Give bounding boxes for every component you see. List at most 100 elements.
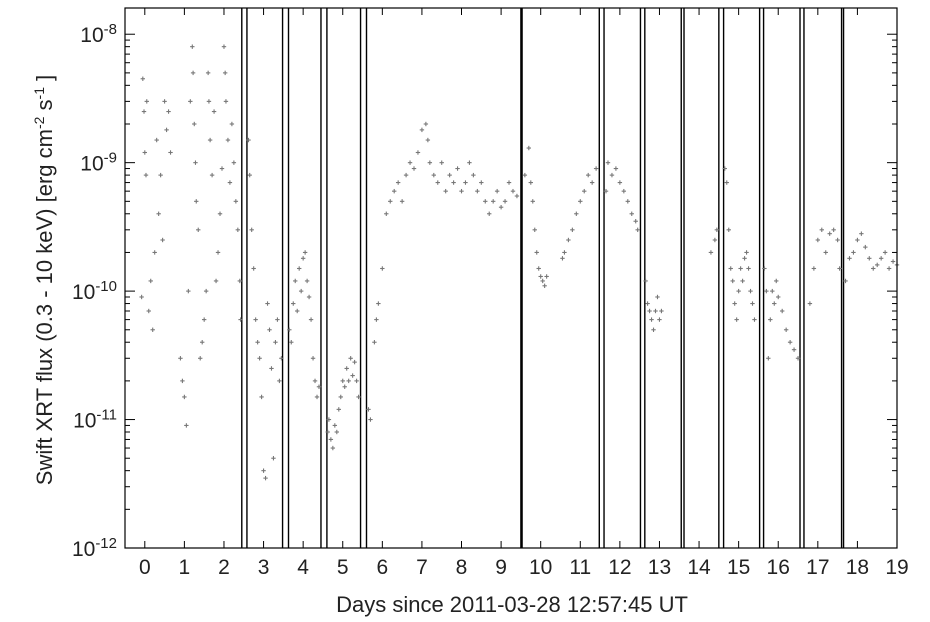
data-point bbox=[342, 384, 347, 389]
data-point bbox=[490, 199, 496, 204]
data-point bbox=[479, 180, 484, 185]
data-point bbox=[275, 317, 280, 322]
data-point bbox=[589, 180, 595, 185]
y-axis-label: Swift XRT flux (0.3 - 10 keV) [erg cm-2 … bbox=[31, 75, 57, 485]
data-point bbox=[289, 340, 294, 345]
data-point bbox=[886, 266, 892, 271]
data-point bbox=[384, 211, 389, 216]
data-point bbox=[180, 378, 185, 384]
data-point bbox=[574, 211, 579, 216]
data-point bbox=[344, 366, 349, 371]
data-point bbox=[633, 219, 638, 224]
data-point bbox=[613, 166, 619, 171]
data-point bbox=[843, 278, 848, 284]
data-point bbox=[451, 180, 456, 185]
data-point bbox=[605, 160, 611, 165]
data-point bbox=[878, 256, 884, 261]
data-point bbox=[188, 99, 193, 104]
data-point bbox=[419, 127, 425, 133]
data-point bbox=[201, 317, 207, 322]
data-point bbox=[267, 327, 272, 332]
x-tick-label: 6 bbox=[376, 556, 388, 579]
data-point bbox=[164, 127, 169, 133]
data-point bbox=[560, 256, 565, 261]
y-tick-exponent: -12 bbox=[95, 535, 117, 552]
data-point bbox=[152, 250, 157, 255]
data-point bbox=[728, 266, 733, 271]
data-point bbox=[882, 250, 888, 255]
data-point bbox=[186, 288, 191, 294]
data-point bbox=[184, 423, 189, 428]
data-point bbox=[544, 274, 549, 279]
y-axis-label-exp1: -2 bbox=[31, 116, 47, 129]
data-point bbox=[148, 278, 153, 284]
data-point bbox=[231, 160, 237, 165]
data-point bbox=[655, 294, 660, 300]
data-point bbox=[787, 340, 793, 345]
data-point bbox=[308, 317, 314, 322]
data-point bbox=[223, 99, 229, 104]
data-point bbox=[265, 301, 270, 306]
data-point bbox=[225, 137, 231, 143]
data-point bbox=[380, 266, 385, 271]
data-point bbox=[455, 166, 460, 171]
data-point bbox=[215, 250, 221, 255]
data-point bbox=[356, 394, 361, 400]
x-tick-label: 10 bbox=[529, 556, 552, 579]
data-point bbox=[388, 199, 393, 204]
data-point bbox=[182, 394, 187, 400]
data-point bbox=[752, 317, 757, 322]
data-point bbox=[330, 445, 336, 451]
data-point bbox=[203, 288, 209, 294]
x-tick-label: 11 bbox=[569, 556, 591, 579]
x-tick-label: 15 bbox=[727, 556, 750, 579]
y-axis-label-prefix: Swift XRT flux (0.3 - 10 keV) [erg cm bbox=[32, 129, 57, 485]
data-point bbox=[249, 227, 254, 233]
data-point bbox=[483, 199, 488, 204]
data-point bbox=[326, 417, 332, 422]
data-point bbox=[178, 356, 183, 361]
data-point bbox=[300, 256, 306, 261]
data-point bbox=[162, 99, 167, 104]
data-point bbox=[160, 237, 165, 243]
data-point bbox=[368, 417, 373, 422]
data-point bbox=[143, 172, 149, 178]
data-point bbox=[314, 394, 320, 400]
data-point bbox=[463, 180, 468, 185]
data-point bbox=[475, 188, 480, 194]
y-tick-label: 10-12 bbox=[72, 535, 117, 562]
data-point bbox=[247, 172, 252, 178]
data-point bbox=[566, 237, 571, 243]
data-point bbox=[346, 378, 351, 384]
x-tick-label: 14 bbox=[687, 556, 711, 579]
data-point bbox=[237, 278, 243, 284]
data-point bbox=[142, 150, 147, 155]
x-tick-label: 7 bbox=[416, 556, 428, 579]
data-point bbox=[730, 278, 735, 284]
data-point bbox=[643, 278, 648, 284]
data-point bbox=[645, 301, 650, 306]
data-point bbox=[867, 256, 872, 261]
data-point bbox=[459, 188, 464, 194]
data-point bbox=[498, 205, 504, 210]
data-point bbox=[399, 199, 405, 204]
data-point bbox=[374, 317, 379, 322]
data-point bbox=[635, 227, 640, 233]
data-point bbox=[271, 456, 276, 461]
data-point bbox=[724, 180, 729, 185]
data-point bbox=[150, 327, 155, 332]
data-point bbox=[334, 429, 340, 435]
y-axis-label-mid: s bbox=[32, 99, 57, 116]
data-point bbox=[467, 160, 472, 165]
data-point bbox=[766, 356, 771, 361]
data-point bbox=[736, 288, 741, 294]
y-tick-exponent: -11 bbox=[96, 406, 117, 423]
data-point bbox=[762, 266, 767, 271]
data-point bbox=[807, 301, 813, 306]
data-point bbox=[863, 244, 868, 250]
data-point bbox=[770, 288, 775, 294]
data-point bbox=[253, 317, 258, 322]
data-point bbox=[219, 166, 225, 171]
data-point bbox=[141, 109, 147, 114]
data-point bbox=[851, 250, 856, 255]
